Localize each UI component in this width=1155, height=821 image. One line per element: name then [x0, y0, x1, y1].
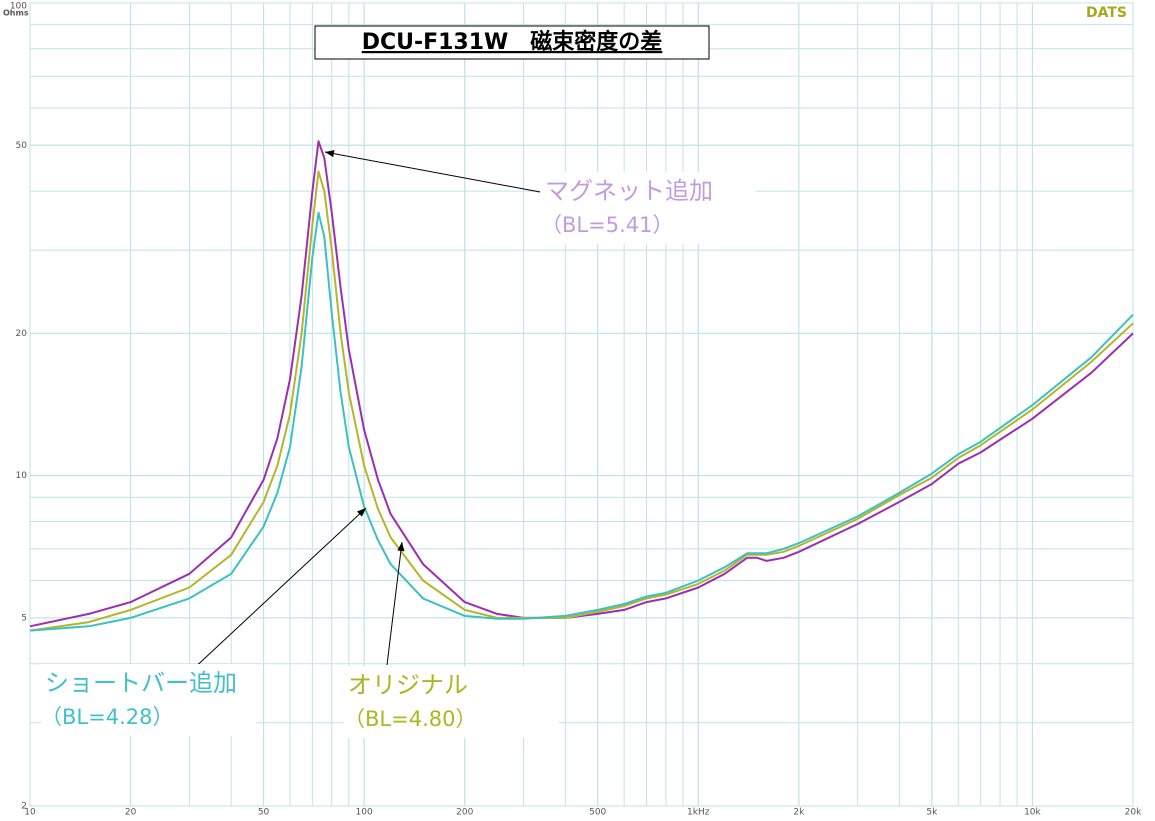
annotation-bg [344, 666, 559, 738]
x-tick-label: 20 [125, 808, 137, 818]
annotation: ショートバー追加 [45, 669, 237, 697]
y-tick-label: 20 [16, 329, 28, 339]
watermark: DATS [1086, 5, 1127, 21]
y-tick-label: 100 [10, 2, 27, 12]
y-axis-label: Ohms [3, 9, 29, 18]
impedance-line [29, 140, 1134, 628]
x-tick-label: 10k [1024, 808, 1041, 818]
arrow [189, 507, 367, 673]
title-box [314, 25, 710, 60]
annotation: （BL=4.80） [344, 707, 476, 731]
y-tick-label: 10 [16, 471, 28, 481]
chart-title: DCU-F131W 磁束密度の差 [362, 29, 663, 55]
x-tick-label: 50 [258, 808, 270, 818]
annotation: （BL=5.41） [541, 213, 673, 237]
x-tick-label: 200 [456, 808, 473, 818]
x-tick-label: 1kHz [687, 808, 710, 818]
x-tick-label: 500 [589, 808, 606, 818]
x-tick-label: 100 [356, 808, 373, 818]
annotation: （BL=4.28） [41, 705, 173, 729]
x-tick-label: 5k [926, 808, 938, 818]
impedance-line [29, 211, 1134, 632]
x-tick-label: 10 [24, 808, 36, 818]
annotation-bg [41, 664, 256, 736]
annotation-bg [541, 172, 756, 244]
arrow [324, 150, 541, 193]
annotation: マグネット追加 [545, 177, 713, 205]
y-tick-label: 2 [21, 802, 27, 812]
y-tick-label: 5 [21, 613, 27, 623]
arrow [386, 541, 405, 666]
x-tick-label: 20k [1125, 808, 1142, 818]
x-tick-label: 2k [793, 808, 805, 818]
y-tick-label: 50 [16, 141, 28, 151]
annotation: オリジナル [348, 671, 468, 699]
